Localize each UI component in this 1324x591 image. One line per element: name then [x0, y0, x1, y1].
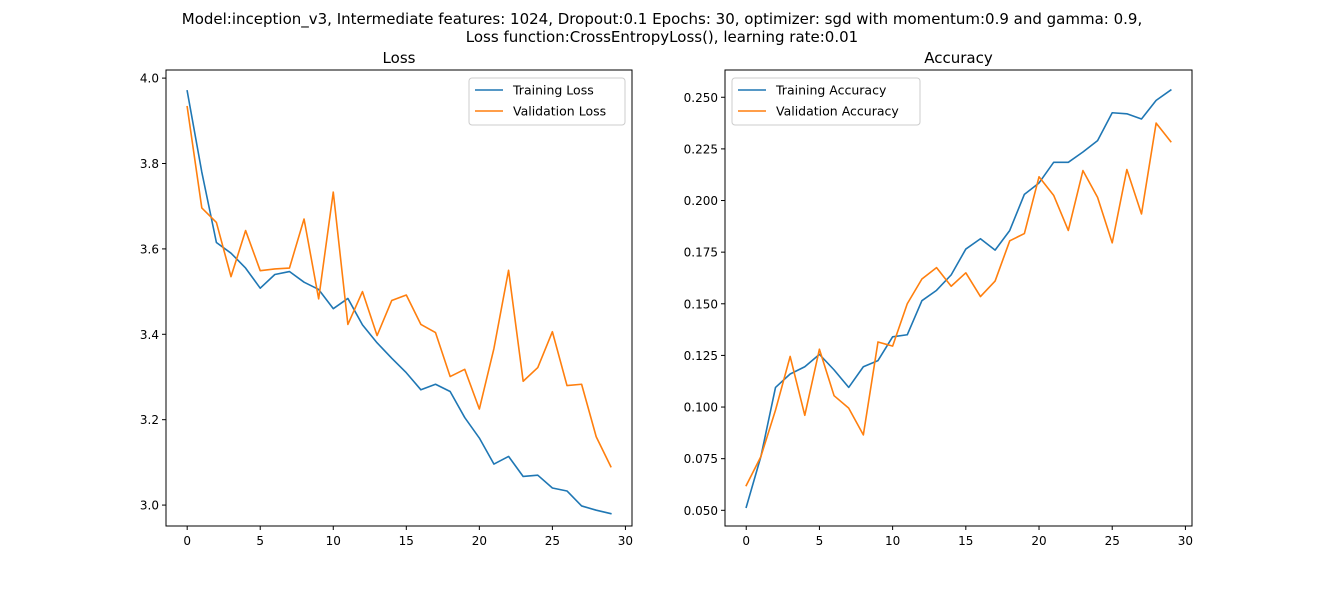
accuracy-y-tick-label: 0.175 [684, 246, 718, 260]
accuracy-y-tick-label: 0.075 [684, 452, 718, 466]
loss-axes-frame [165, 69, 633, 527]
accuracy-legend: Training Accuracy Validation Accuracy [731, 77, 921, 126]
figure-title-line-1: Model:inception_v3, Intermediate feature… [181, 10, 1143, 28]
accuracy-series-line-validation [745, 122, 1172, 487]
accuracy-legend-label: Training Accuracy [775, 83, 887, 98]
accuracy-y-tick-label: 0.225 [684, 142, 718, 156]
accuracy-x-tick-label: 15 [958, 534, 973, 548]
loss-y-tick-label: 3.6 [140, 242, 159, 256]
accuracy-x-tick-label: 25 [1105, 534, 1120, 548]
loss-series-line-training [186, 89, 612, 515]
loss-legend: Training Loss Validation Loss [468, 77, 626, 126]
loss-x-tick-label: 15 [399, 534, 414, 548]
accuracy-y-tick-label: 0.150 [684, 297, 718, 311]
accuracy-x-tick-label: 0 [742, 534, 750, 548]
accuracy-axes-frame [724, 69, 1193, 527]
loss-x-tick-label: 10 [326, 534, 341, 548]
loss-y-tick-label: 3.4 [140, 328, 159, 342]
accuracy-legend-label: Validation Accuracy [776, 104, 899, 119]
loss-y-tick-label: 4.0 [140, 72, 159, 86]
accuracy-x-tick-label: 10 [885, 534, 900, 548]
figure-title-line-2: Loss function:CrossEntropyLoss(), learni… [465, 28, 859, 46]
accuracy-chart-title: Accuracy [924, 49, 993, 67]
accuracy-legend-box [731, 77, 921, 126]
loss-x-tick-label: 0 [183, 534, 191, 548]
loss-chart-title: Loss [383, 49, 416, 67]
accuracy-x-tick-label: 30 [1178, 534, 1193, 548]
accuracy-x-tick-label: 20 [1031, 534, 1046, 548]
loss-series-line-validation [186, 105, 612, 468]
accuracy-y-tick-label: 0.250 [684, 91, 718, 105]
accuracy-y-tick-label: 0.100 [684, 401, 718, 415]
accuracy-series-line-training [745, 88, 1172, 509]
loss-x-tick-label: 20 [472, 534, 487, 548]
loss-x-tick-label: 25 [545, 534, 560, 548]
loss-legend-box [468, 77, 626, 126]
loss-y-tick-label: 3.0 [140, 499, 159, 513]
loss-x-tick-label: 5 [256, 534, 264, 548]
loss-y-tick-label: 3.2 [140, 413, 159, 427]
accuracy-x-tick-label: 5 [816, 534, 824, 548]
loss-y-tick-label: 3.8 [140, 157, 159, 171]
accuracy-y-tick-label: 0.125 [684, 349, 718, 363]
loss-x-tick-label: 30 [618, 534, 633, 548]
accuracy-y-tick-label: 0.050 [684, 504, 718, 518]
loss-legend-label: Validation Loss [513, 104, 606, 119]
loss-legend-label: Training Loss [512, 83, 594, 98]
accuracy-y-tick-label: 0.200 [684, 194, 718, 208]
